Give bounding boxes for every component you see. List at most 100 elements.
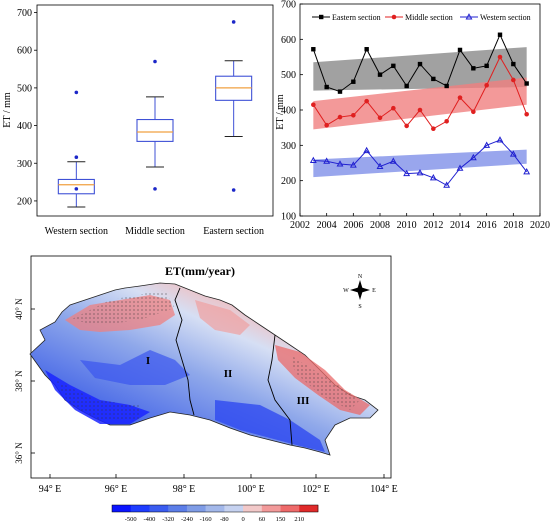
map-title: ET(mm/year) xyxy=(165,264,235,278)
line-x-tick-label: 2014 xyxy=(450,220,470,231)
data-point xyxy=(323,157,331,164)
colorbar-outline xyxy=(111,504,319,513)
compass-e-label: E xyxy=(372,288,376,294)
map-x-tick-label: 96° E xyxy=(105,484,128,495)
data-point xyxy=(511,77,516,83)
colorbar: -500 -400 -320 -240 -160 -80 0 60 150 210 xyxy=(111,504,319,523)
data-point xyxy=(457,95,463,100)
colorbar-swatch xyxy=(186,505,206,512)
data-point xyxy=(324,84,329,90)
region-label-ii: II xyxy=(224,368,233,380)
data-point xyxy=(364,98,369,104)
box-y-axis-label: ET / mm xyxy=(2,92,13,128)
data-point xyxy=(523,167,531,175)
box-body xyxy=(136,118,174,142)
data-point xyxy=(457,47,463,53)
box-y-tick-label: 500 xyxy=(17,83,32,94)
data-point xyxy=(336,160,344,167)
map-x-tick-label: 98° E xyxy=(173,484,196,495)
box-body xyxy=(57,178,95,195)
colorbar-tick-label: -320 xyxy=(162,516,174,523)
data-point xyxy=(391,63,396,69)
data-point xyxy=(404,123,409,129)
line-x-tick-label: 2012 xyxy=(423,220,443,231)
box-outlier xyxy=(74,187,79,191)
map-panel: ET(mm/year) I II III N S W E 36° N38° xyxy=(14,255,398,523)
data-point xyxy=(337,114,343,120)
data-point xyxy=(403,169,411,177)
map-x-tick-label: 100° E xyxy=(237,484,265,495)
colorbar-swatch xyxy=(205,505,225,512)
box-plot-frame xyxy=(36,4,274,217)
colorbar-tick-label: -400 xyxy=(143,516,155,523)
data-point xyxy=(497,32,503,37)
data-point xyxy=(509,150,517,157)
data-point xyxy=(469,153,477,161)
line-x-tick-label: 2002 xyxy=(290,220,310,231)
colorbar-swatch xyxy=(112,505,132,512)
colorbar-swatch xyxy=(243,505,263,512)
colorbar-tick-label: 0 xyxy=(241,516,244,523)
map-latitude-axis: 36° N 38° N 40° N xyxy=(14,298,35,464)
series-line xyxy=(313,139,528,186)
box-outlier xyxy=(231,20,236,24)
line-y-tick-label: 300 xyxy=(281,141,296,152)
colorbar-swatch xyxy=(224,505,244,512)
line-y-tick-label: 500 xyxy=(281,70,296,81)
map-longitude-axis: 94° E 96° E 98° E 100° E 102° E 104° E xyxy=(39,474,398,495)
box-outlier xyxy=(231,188,236,192)
box-y-tick-label: 600 xyxy=(17,46,32,57)
confidence-band xyxy=(313,77,527,130)
box-outlier xyxy=(153,59,157,64)
colorbar-tick-label: -240 xyxy=(181,516,193,523)
line-y-tick-label: 400 xyxy=(281,106,296,117)
data-point xyxy=(471,66,476,71)
data-point xyxy=(376,162,384,170)
data-point xyxy=(349,161,357,168)
line-y-tick-label: 200 xyxy=(281,176,296,187)
data-point xyxy=(497,54,503,60)
region-label-iii: III xyxy=(297,395,310,407)
line-y-tick-label: 700 xyxy=(281,0,296,11)
data-point xyxy=(444,119,449,124)
map-y-tick-label: 40° N xyxy=(14,298,24,320)
legend-marker xyxy=(391,14,397,20)
box-x-tick-label: Eastern section xyxy=(203,226,264,237)
confidence-bands xyxy=(313,47,527,178)
data-point xyxy=(351,79,356,84)
line-x-tick-label: 2004 xyxy=(317,220,337,231)
data-point xyxy=(309,156,317,164)
box-x-tick-label: Middle section xyxy=(125,226,185,237)
confidence-band xyxy=(313,149,527,178)
data-point xyxy=(377,72,383,77)
data-point xyxy=(483,141,491,148)
data-point xyxy=(496,136,504,143)
data-point xyxy=(351,113,356,118)
data-point xyxy=(311,102,316,107)
colorbar-tick-label: 60 xyxy=(259,516,266,523)
data-point xyxy=(363,146,371,154)
box-y-tick-label: 300 xyxy=(17,159,32,170)
data-point xyxy=(311,47,316,52)
data-point xyxy=(524,81,529,86)
line-x-axis: 2002 2004 2006 2008 2010 2012 2014 2016 2018 2020 xyxy=(290,213,550,231)
legend-label: Middle section xyxy=(405,13,453,22)
compass-n-label: N xyxy=(358,274,363,280)
line-y-axis: 100 200 300 400 500 600 700 xyxy=(281,0,303,223)
colorbar-tick-label: 210 xyxy=(294,516,304,523)
compass-rose: N S W E xyxy=(343,274,376,310)
box-y-tick-label: 700 xyxy=(17,8,32,19)
line-y-axis-label: ET / mm xyxy=(275,94,286,130)
box-outlier xyxy=(153,187,157,191)
data-point xyxy=(431,76,436,82)
data-point xyxy=(404,83,409,89)
line-x-tick-label: 2006 xyxy=(343,220,363,231)
data-point xyxy=(431,126,436,132)
box-y-axis: 200 300 400 500 600 700 xyxy=(17,8,37,207)
colorbar-swatch xyxy=(280,505,300,512)
line-y-tick-label: 600 xyxy=(281,35,296,46)
data-point xyxy=(416,169,424,176)
colorbar-tick-label: -500 xyxy=(125,516,137,523)
